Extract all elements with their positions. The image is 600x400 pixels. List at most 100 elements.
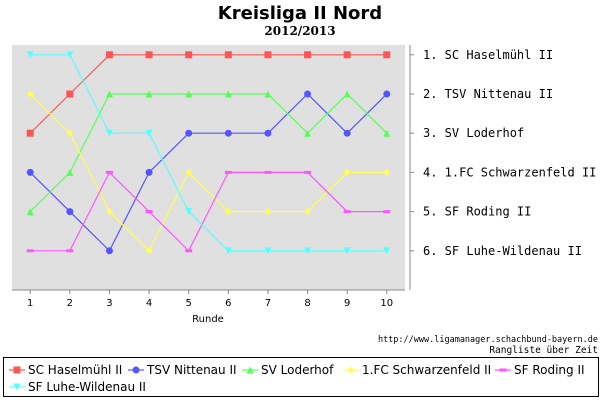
data-point	[383, 168, 391, 176]
data-point	[224, 247, 232, 255]
legend-label: TSV Nittenau II	[147, 363, 237, 377]
data-point	[26, 129, 34, 137]
data-point	[66, 168, 74, 176]
data-point	[224, 129, 232, 137]
data-point	[185, 208, 193, 216]
data-point	[304, 129, 312, 137]
x-tick-label: 10	[380, 298, 393, 309]
series-6	[26, 51, 391, 255]
chart-title: Kreisliga II Nord	[218, 3, 382, 24]
data-point	[264, 51, 272, 59]
data-point	[26, 249, 34, 253]
legend-swatch	[495, 368, 511, 372]
rank-label: 6. SF Luhe-Wildenau II	[423, 244, 582, 258]
x-tick-label: 8	[304, 298, 310, 309]
data-point	[499, 368, 507, 372]
data-point	[185, 129, 193, 137]
series-1	[26, 51, 391, 137]
series-line	[29, 54, 387, 134]
data-point	[383, 51, 391, 59]
series-line	[30, 54, 387, 252]
legend-label: SV Loderhof	[261, 363, 334, 377]
data-point	[304, 247, 312, 255]
rank-label: 4. 1.FC Schwarzenfeld II	[423, 165, 596, 179]
rank-label: 3. SV Loderhof	[423, 126, 524, 140]
data-point	[105, 247, 113, 255]
rank-label: 5. SF Roding II	[423, 205, 531, 219]
data-point	[105, 51, 113, 59]
data-point	[343, 90, 351, 98]
data-point	[145, 129, 153, 137]
data-point	[185, 249, 193, 253]
x-tick-label: 5	[186, 298, 192, 309]
data-point	[304, 51, 312, 59]
data-point	[264, 90, 272, 98]
data-point	[264, 247, 272, 255]
data-point	[264, 129, 272, 137]
data-point	[105, 90, 113, 98]
rank-label: 1. SC Haselmühl II	[423, 48, 553, 62]
data-point	[304, 90, 312, 98]
x-axis: 1 2 3 4 5 6 7 8 9 10	[12, 289, 405, 309]
data-point	[26, 208, 34, 216]
data-point	[383, 90, 391, 98]
data-point	[383, 210, 391, 214]
legend-label: 1.FC Schwarzenfeld II	[362, 363, 492, 377]
legend: SC Haselmühl II TSV Nittenau II SV Loderho…	[3, 357, 599, 397]
legend-label: SF Luhe-Wildenau II	[28, 380, 146, 394]
data-point	[105, 129, 113, 137]
data-point	[185, 168, 193, 176]
rank-axis: 1. SC Haselmühl II 2. TSV Nittenau II 3. S…	[409, 45, 596, 290]
data-point	[26, 51, 34, 59]
data-point	[185, 51, 193, 59]
data-point	[383, 247, 391, 255]
data-point	[66, 129, 74, 137]
data-point	[105, 208, 113, 216]
data-point	[105, 170, 113, 174]
data-point	[224, 170, 232, 174]
data-point	[185, 90, 193, 98]
series-3	[26, 90, 391, 216]
series-layer	[26, 51, 391, 255]
chart-caption: Rangliste über Zeit	[489, 345, 598, 356]
chart-subtitle: 2012/2013	[264, 24, 335, 38]
series-line	[30, 171, 387, 252]
rank-label: 2. TSV Nittenau II	[423, 87, 553, 101]
data-point	[26, 90, 34, 98]
data-point	[145, 168, 153, 176]
legend-swatch	[128, 366, 144, 374]
data-point	[343, 247, 351, 255]
x-axis-label: Runde	[192, 314, 224, 325]
x-tick-label: 2	[67, 298, 73, 309]
plot-area	[12, 45, 405, 290]
legend-swatch	[9, 366, 25, 374]
data-point	[343, 129, 351, 137]
data-point	[304, 170, 312, 174]
x-tick-label: 4	[146, 298, 152, 309]
data-point	[145, 51, 153, 59]
data-point	[343, 51, 351, 59]
legend-swatch	[242, 366, 258, 374]
source-url: http://www.ligamanager.schachbund-bayern…	[378, 335, 598, 345]
data-point	[66, 90, 74, 98]
legend-swatch	[9, 383, 25, 391]
data-point	[26, 168, 34, 176]
data-point	[343, 210, 351, 214]
data-point	[347, 366, 355, 374]
data-point	[264, 170, 272, 174]
data-point	[145, 90, 153, 98]
data-point	[13, 366, 21, 374]
data-point	[246, 366, 254, 374]
data-point	[132, 366, 140, 374]
x-tick-label: 1	[27, 298, 33, 309]
data-point	[66, 249, 74, 253]
legend-swatch	[343, 366, 359, 374]
x-tick-label: 3	[106, 298, 112, 309]
data-point	[145, 210, 153, 214]
legend-label: SF Roding II	[514, 363, 585, 377]
series-line	[29, 93, 388, 213]
data-point	[224, 90, 232, 98]
data-point	[145, 247, 153, 255]
data-point	[224, 51, 232, 59]
